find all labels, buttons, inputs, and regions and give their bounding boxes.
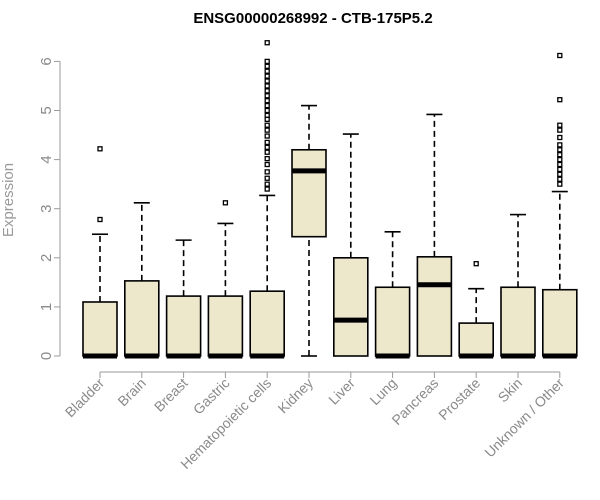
outlier-point: [264, 155, 270, 162]
y-tick-label: 5: [38, 106, 55, 114]
outlier-point: [264, 186, 270, 192]
outlier-point: [264, 88, 270, 94]
outlier-point: [264, 73, 270, 79]
outlier-point: [264, 144, 270, 150]
x-tick-label: Unknown / Other: [481, 375, 567, 461]
outlier-point: [557, 122, 563, 128]
y-tick-label: 3: [38, 205, 55, 213]
outlier-point: [557, 127, 563, 133]
y-tick-label: 2: [38, 254, 55, 262]
box-iqr: [207, 295, 244, 357]
box-iqr: [541, 288, 578, 357]
box-group-liver: [332, 133, 369, 357]
y-tick-label: 6: [38, 57, 55, 65]
outlier-point: [557, 147, 563, 153]
box-group-skin: [500, 213, 536, 359]
box-iqr: [165, 295, 202, 357]
box-group-hematopoietic-cells: [249, 40, 285, 359]
box-iqr: [124, 280, 160, 357]
outlier-point: [264, 68, 270, 74]
outlier-point: [264, 139, 270, 146]
outlier-point: [557, 171, 563, 177]
outlier-point: [264, 175, 270, 181]
x-tick-label: Skin: [495, 375, 526, 406]
outlier-point: [222, 200, 229, 206]
outlier-point: [264, 98, 270, 104]
box-group-lung: [374, 230, 411, 359]
outlier-point: [264, 58, 270, 65]
outlier-point: [264, 112, 270, 119]
box-iqr: [416, 256, 453, 357]
box-group-gastric: [207, 200, 244, 359]
box-iqr: [500, 286, 536, 357]
outlier-point: [473, 261, 479, 267]
box-iqr: [458, 322, 495, 357]
outlier-point: [264, 107, 270, 114]
outlier-point: [557, 166, 563, 173]
outlier-point: [97, 146, 103, 152]
y-tick-label: 0: [38, 352, 55, 360]
outlier-point: [264, 63, 270, 69]
outlier-point: [557, 156, 563, 163]
box-iqr: [374, 286, 411, 357]
outlier-point: [264, 122, 270, 128]
box-group-breast: [165, 239, 202, 359]
y-tick-label: 4: [38, 155, 55, 163]
box-iqr: [249, 290, 285, 357]
outlier-point: [557, 52, 563, 59]
outlier-point: [97, 216, 103, 223]
outlier-point: [264, 149, 270, 155]
outlier-point: [557, 161, 563, 168]
x-tick-label: Liver: [325, 375, 358, 408]
box-group-kidney: [291, 104, 327, 357]
y-axis-label: Expression: [0, 163, 17, 237]
outlier-point: [264, 78, 270, 84]
x-tick-label: Kidney: [275, 375, 317, 417]
outlier-point: [264, 127, 270, 133]
x-tick-label: Breast: [151, 375, 191, 415]
box-group-bladder: [82, 146, 118, 359]
box-iqr: [291, 148, 327, 238]
outlier-point: [264, 181, 270, 187]
outlier-point: [264, 40, 270, 46]
outlier-point: [264, 133, 270, 139]
outlier-point: [264, 102, 270, 109]
outlier-point: [264, 161, 270, 168]
box-group-brain: [124, 202, 160, 359]
box-iqr: [332, 256, 369, 357]
x-tick-label: Bladder: [62, 375, 108, 421]
outlier-point: [557, 176, 563, 182]
chart-title: ENSG00000268992 - CTB-175P5.2: [193, 10, 432, 27]
box-iqr: [82, 301, 118, 357]
x-tick-label: Prostate: [435, 375, 483, 423]
box-group-prostate: [458, 261, 495, 359]
y-tick-label: 1: [38, 303, 55, 311]
outlier-point: [264, 93, 270, 99]
outlier-point: [264, 83, 270, 89]
outlier-point: [264, 169, 270, 175]
x-tick-label: Lung: [366, 375, 399, 408]
outlier-point: [557, 181, 563, 187]
outlier-point: [557, 97, 563, 103]
x-tick-label: Brain: [114, 375, 148, 409]
boxes: [82, 40, 578, 359]
outlier-point: [557, 142, 563, 148]
box-group-pancreas: [416, 113, 453, 357]
outlier-point: [557, 134, 563, 141]
outlier-point: [557, 152, 563, 158]
box-group-unknown-other: [541, 52, 578, 359]
y-axis: 0 1 2 3 4 5 6: [38, 57, 61, 360]
